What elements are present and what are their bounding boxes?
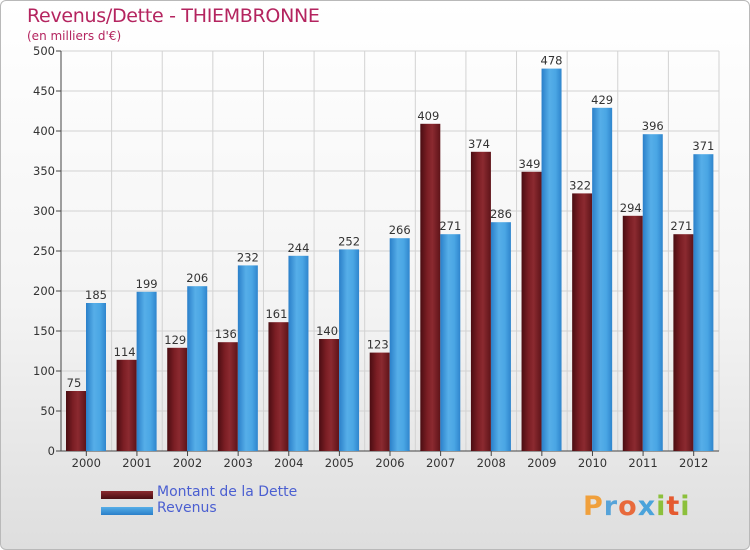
- y-tick-label: 450: [33, 84, 55, 98]
- data-label-dette: 75: [67, 376, 82, 390]
- data-label-revenus: 478: [541, 54, 563, 68]
- x-tick-label: 2009: [527, 456, 556, 470]
- bar-revenus: [440, 234, 461, 451]
- x-tick-label: 2002: [173, 456, 202, 470]
- data-label-dette: 129: [164, 333, 186, 347]
- data-label-revenus: 206: [186, 271, 208, 285]
- x-tick-label: 2003: [224, 456, 253, 470]
- data-label-revenus: 252: [338, 234, 360, 248]
- bar-dette: [572, 193, 593, 451]
- x-tick-label: 2008: [477, 456, 506, 470]
- chart-title: Revenus/Dette - THIEMBRONNE: [27, 5, 320, 27]
- data-label-dette: 374: [468, 137, 490, 151]
- data-label-dette: 136: [215, 327, 237, 341]
- bar-revenus: [642, 134, 663, 451]
- data-labels: 75 185 114 199 129 206 136 232 161 244 140 252 123 26…: [67, 54, 715, 390]
- data-label-revenus: 244: [287, 241, 309, 255]
- y-tick-label: 50: [40, 404, 55, 418]
- logo-letter: i: [656, 491, 667, 522]
- data-label-dette: 114: [114, 345, 136, 359]
- bar-dette: [420, 123, 441, 452]
- data-label-dette: 294: [620, 201, 642, 215]
- axes: 0 50 100 150 200 250 300 350 400 450 500 2000 2001 20…: [33, 44, 719, 470]
- y-tick-label: 500: [33, 44, 55, 58]
- logo-letter: t: [666, 491, 681, 522]
- bar-revenus: [592, 107, 613, 452]
- data-label-revenus: 429: [591, 93, 613, 107]
- data-label-revenus: 286: [490, 207, 512, 221]
- logo-letter: P: [583, 491, 604, 522]
- x-tick-label: 2004: [274, 456, 303, 470]
- bar-revenus: [693, 154, 714, 451]
- data-label-revenus: 371: [692, 139, 714, 153]
- bar-revenus: [187, 286, 208, 451]
- data-label-revenus: 271: [439, 219, 461, 233]
- data-label-dette: 123: [367, 338, 389, 352]
- y-tick-label: 0: [48, 444, 55, 458]
- bar-dette: [622, 215, 643, 451]
- legend-swatch-revenus: [101, 507, 153, 515]
- data-label-revenus: 232: [237, 250, 259, 264]
- x-tick-label: 2010: [578, 456, 607, 470]
- x-tick-label: 2012: [679, 456, 708, 470]
- bar-dette: [673, 234, 694, 451]
- data-label-revenus: 266: [389, 223, 411, 237]
- x-tick-label: 2006: [375, 456, 404, 470]
- bar-dette: [521, 171, 542, 452]
- bar-dette: [319, 339, 340, 451]
- x-tick-label: 2011: [628, 456, 657, 470]
- data-label-revenus: 199: [136, 277, 158, 291]
- bar-revenus: [136, 291, 157, 451]
- y-tick-label: 250: [33, 244, 55, 258]
- x-tick-label: 2005: [325, 456, 354, 470]
- data-label-revenus: 396: [642, 119, 664, 133]
- logo-letter: o: [618, 491, 638, 522]
- bar-revenus: [86, 303, 106, 451]
- data-label-dette: 271: [670, 219, 692, 233]
- data-label-revenus: 185: [85, 288, 107, 302]
- legend-swatch-dette: [101, 491, 153, 499]
- data-label-dette: 161: [265, 307, 287, 321]
- bar-dette: [116, 359, 137, 451]
- legend-label-dette: Montant de la Dette: [157, 484, 298, 500]
- logo-letter: i: [680, 491, 691, 522]
- bar-revenus: [389, 238, 410, 451]
- data-label-dette: 322: [569, 178, 591, 192]
- bar-revenus: [490, 222, 511, 451]
- y-tick-label: 400: [33, 124, 55, 138]
- y-tick-label: 100: [33, 364, 55, 378]
- logo-letter: x: [637, 491, 657, 522]
- bars: [66, 68, 714, 452]
- y-tick-label: 200: [33, 284, 55, 298]
- chart-subtitle: (en milliers d'€): [27, 29, 122, 43]
- data-label-dette: 349: [519, 157, 541, 171]
- x-tick-label: 2001: [122, 456, 151, 470]
- legend-label-revenus: Revenus: [157, 500, 217, 516]
- y-tick-label: 150: [33, 324, 55, 338]
- bar-dette: [217, 342, 238, 451]
- bar-dette: [268, 322, 289, 451]
- y-tick-label: 350: [33, 164, 55, 178]
- bar-dette: [369, 352, 390, 451]
- bar-dette: [167, 347, 188, 451]
- y-tick-label: 300: [33, 204, 55, 218]
- bar-revenus: [237, 265, 258, 451]
- bar-revenus: [288, 255, 309, 451]
- bar-dette: [470, 151, 491, 452]
- data-label-dette: 409: [417, 109, 439, 123]
- bar-revenus: [339, 249, 360, 451]
- data-label-dette: 140: [316, 324, 338, 338]
- x-tick-label: 2007: [426, 456, 455, 470]
- bar-dette: [66, 391, 86, 451]
- logo-letter: r: [603, 491, 619, 522]
- bar-revenus: [541, 68, 562, 451]
- proxiti-logo: Proxiti: [583, 491, 691, 522]
- x-tick-label: 2000: [72, 456, 101, 470]
